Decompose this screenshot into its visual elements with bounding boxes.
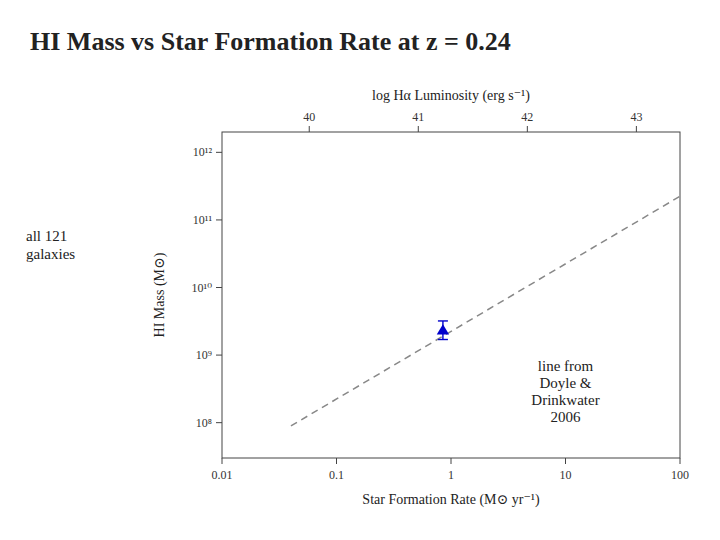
axes: 0.01 0.1 1 10 100 10⁸ 10⁹ 10¹⁰ 10¹¹ 10¹² 40 41 42 43 xyxy=(192,110,689,482)
x-tick xyxy=(451,458,452,464)
plot-marks xyxy=(291,196,680,426)
x2-tick-label: 42 xyxy=(521,110,533,124)
y-tick xyxy=(216,287,222,288)
y-tick-label: 10¹⁰ xyxy=(192,281,213,295)
x2-tick xyxy=(636,126,637,132)
error-cap-up xyxy=(438,320,448,321)
annotation: all 121 galaxies xyxy=(26,228,75,262)
reference-line xyxy=(291,196,680,426)
y-tick xyxy=(216,355,222,356)
x-tick-label: 100 xyxy=(671,468,689,482)
x-tick xyxy=(222,458,223,464)
error-cap-down xyxy=(438,339,448,340)
x-tick-label: 0.01 xyxy=(212,468,233,482)
annotation-line: Doyle & xyxy=(539,375,591,391)
y-tick-label: 10¹¹ xyxy=(193,213,213,227)
x-axis-label: Star Formation Rate (M⊙ yr⁻¹) xyxy=(362,492,540,508)
annotation-line: galaxies xyxy=(26,246,75,262)
x2-tick-label: 41 xyxy=(412,110,424,124)
y-tick-label: 10¹² xyxy=(193,145,213,159)
x2-tick-label: 40 xyxy=(303,110,315,124)
x2-tick xyxy=(418,126,419,132)
x-tick-label: 10 xyxy=(560,468,572,482)
annotations: line fromDoyle &Drinkwater2006 all 121 gal… xyxy=(26,228,600,425)
plot-frame xyxy=(222,132,680,458)
y-tick-label: 10⁸ xyxy=(196,416,212,430)
x-tick xyxy=(336,458,337,464)
annotation-line: all 121 xyxy=(26,228,67,244)
annotation-line: line from xyxy=(538,358,594,374)
y-axis-label: HI Mass (M⊙) xyxy=(152,252,168,337)
annotation-line: Drinkwater xyxy=(531,392,599,408)
annotation-line: 2006 xyxy=(551,409,582,425)
x-tick xyxy=(565,458,566,464)
background xyxy=(0,0,720,540)
x2-axis-label: log Hα Luminosity (erg s⁻¹) xyxy=(372,88,530,104)
x-tick-label: 1 xyxy=(448,468,454,482)
annotation: line fromDoyle &Drinkwater2006 xyxy=(531,358,599,425)
x2-tick xyxy=(527,126,528,132)
x2-tick-label: 43 xyxy=(630,110,642,124)
x-tick-label: 0.1 xyxy=(329,468,344,482)
y-tick-label: 10⁹ xyxy=(196,348,212,362)
data-point xyxy=(437,324,449,334)
title: HI Mass vs Star Formation Rate at z = 0.… xyxy=(30,27,511,56)
y-tick xyxy=(216,152,222,153)
y-tick xyxy=(216,219,222,220)
y-tick xyxy=(216,422,222,423)
chart: HI Mass vs Star Formation Rate at z = 0.… xyxy=(0,0,720,540)
x2-tick xyxy=(309,126,310,132)
x-tick xyxy=(680,458,681,464)
